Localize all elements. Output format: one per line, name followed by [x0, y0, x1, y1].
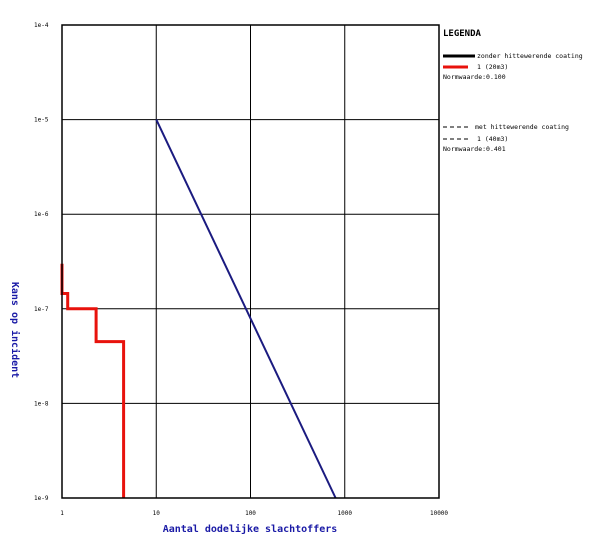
chart-tick-labels: 1 10 100 1000 10000 1e-9 1e-8 1e-7 1e-6 1e-5 1e-4 — [34, 22, 448, 517]
y-axis-title: Kans op incident — [9, 282, 21, 378]
legend-item-text: zonder hittewerende coating — [477, 52, 583, 60]
y-tick-label: 1e-8 — [34, 400, 49, 407]
y-tick-label: 1e-7 — [34, 306, 49, 313]
x-tick-label: 1000 — [338, 510, 353, 517]
legend-item-text: met hittewerende coating — [475, 123, 569, 131]
y-tick-label: 1e-5 — [34, 117, 49, 124]
series-line-norm — [155, 119, 337, 499]
x-tick-label: 100 — [245, 510, 256, 517]
legend: LEGENDA zonder hittewerende coating 1 (2… — [443, 29, 583, 153]
plot-frame — [61, 24, 440, 499]
y-tick-label: 1e-4 — [34, 22, 49, 29]
y-tick-label: 1e-9 — [34, 495, 49, 502]
legend-item-text: Normwaarde:0.100 — [443, 73, 506, 81]
x-axis-title: Aantal dodelijke slachtoffers — [163, 523, 338, 535]
x-tick-label: 1 — [60, 510, 64, 517]
legend-title: LEGENDA — [443, 29, 482, 39]
y-tick-label: 1e-6 — [34, 211, 49, 218]
series-line-scenario — [60, 263, 126, 498]
x-tick-label: 10000 — [430, 510, 448, 517]
legend-item-text: 1 (20m3) — [477, 63, 508, 71]
chart-series — [60, 119, 337, 499]
x-tick-label: 10 — [153, 510, 161, 517]
chart-grid — [61, 24, 440, 499]
legend-item-text: 1 (40m3) — [477, 135, 508, 143]
legend-item-text: Normwaarde:0.401 — [443, 145, 506, 153]
